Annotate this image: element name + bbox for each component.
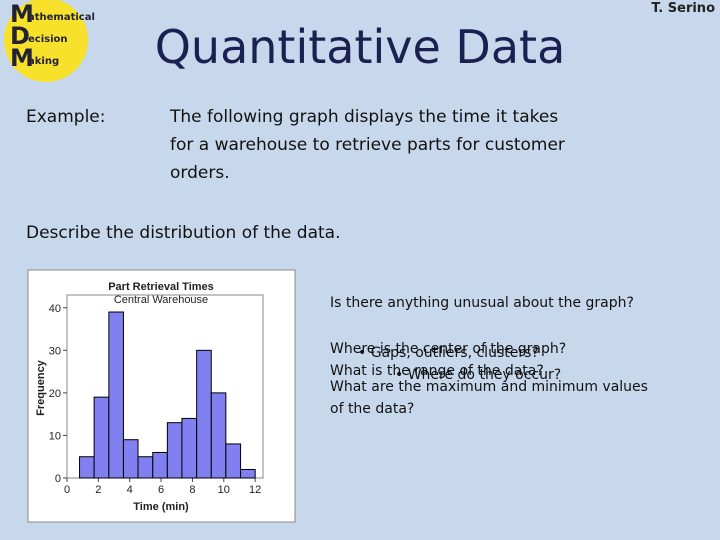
x-tick-label: 8 (189, 484, 195, 496)
bar (196, 349, 212, 479)
logo-word: aking (28, 56, 59, 67)
logo-circle (4, 0, 88, 82)
author: T. Serino (651, 1, 715, 16)
logo-letter: M (10, 0, 34, 28)
y-tick-label: 30 (49, 345, 61, 357)
logo-word: athematical (28, 12, 95, 23)
y-tick-label: 40 (49, 303, 61, 315)
example-text: orders. (170, 163, 230, 183)
y-tick-label: 20 (49, 388, 61, 400)
bar (225, 443, 242, 479)
x-axis-label: Time (min) (133, 501, 189, 513)
x-tick-label: 4 (127, 484, 133, 496)
y-tick-label: 10 (49, 430, 61, 442)
y-tick-label: 0 (55, 473, 61, 485)
prompt: Describe the distribution of the data. (26, 223, 341, 243)
x-tick-label: 6 (158, 484, 164, 496)
x-tick-label: 12 (249, 484, 261, 496)
bar (166, 422, 183, 479)
x-tick-label: 2 (95, 484, 101, 496)
bar (108, 311, 124, 479)
bar (240, 468, 256, 479)
bar (210, 392, 227, 479)
question: Where is the center of the graph? (330, 341, 566, 357)
bar (79, 456, 95, 479)
bar (93, 396, 110, 479)
chart-title: Part Retrieval Times (108, 281, 214, 293)
y-axis-label: Frequency (35, 359, 47, 416)
logo-word: ecision (28, 34, 68, 45)
question: • Where do they occur? (395, 367, 561, 383)
bar (122, 439, 139, 479)
logo-letter: D (10, 22, 30, 50)
x-tick-label: 0 (64, 484, 70, 496)
x-tick-label: 10 (218, 484, 230, 496)
question: of the data? (330, 401, 414, 417)
title: Quantitative Data (155, 20, 566, 74)
question: What are the maximum and minimum values (330, 379, 648, 395)
logo-letter: M (10, 44, 34, 72)
question: Is there anything unusual about the grap… (330, 295, 634, 311)
bar (137, 456, 154, 479)
bar (181, 417, 198, 479)
chart-subtitle: Central Warehouse (114, 294, 208, 306)
example-label: Example: (26, 107, 105, 127)
question: What is the range of the data? (330, 363, 544, 379)
example-text: for a warehouse to retrieve parts for cu… (170, 135, 565, 155)
bar (152, 451, 168, 479)
question: • Gaps, outliers, clusters? (358, 345, 539, 361)
example-text: The following graph displays the time it… (169, 107, 558, 127)
